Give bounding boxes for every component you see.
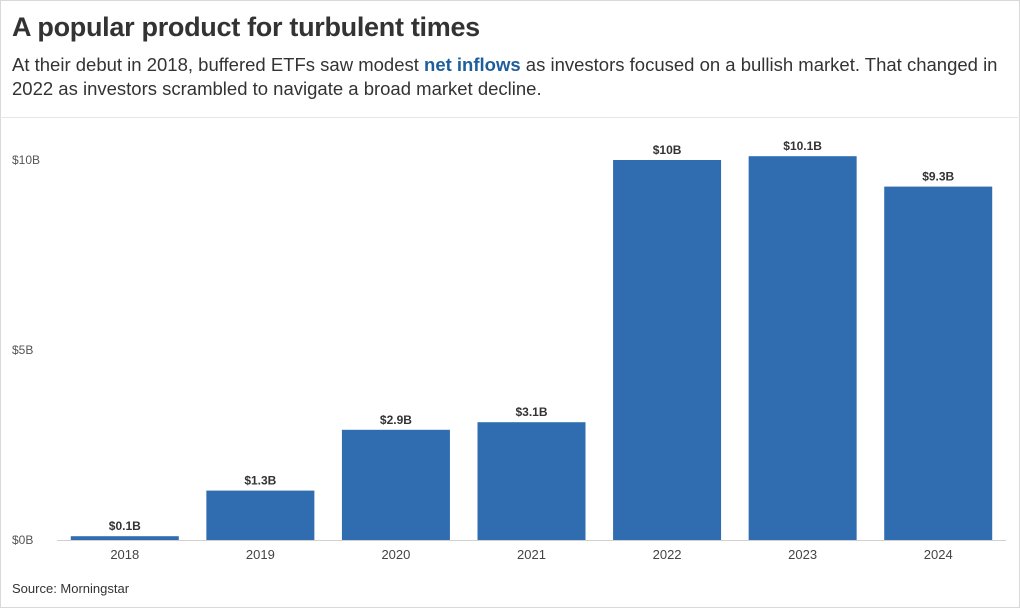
x-tick-label-2022: 2022 — [653, 547, 682, 562]
bar-2024 — [884, 186, 993, 540]
x-tick-label-2021: 2021 — [517, 547, 546, 562]
data-label-2018: $0.1B — [109, 519, 141, 533]
bar-2018 — [70, 536, 179, 540]
x-tick-label-2019: 2019 — [246, 547, 275, 562]
bar-2019 — [206, 490, 315, 540]
x-tick-label-2023: 2023 — [788, 547, 817, 562]
x-tick-label-2020: 2020 — [381, 547, 410, 562]
y-tick-label: $0B — [12, 533, 33, 547]
subtitle-highlight-net-inflows: net inflows — [424, 54, 521, 75]
data-label-2020: $2.9B — [380, 413, 412, 427]
x-tick-label-2018: 2018 — [110, 547, 139, 562]
bar-2022 — [613, 160, 722, 540]
source-note: Source: Morningstar — [12, 581, 130, 596]
chart-title: A popular product for turbulent times — [12, 12, 480, 42]
data-label-2019: $1.3B — [244, 474, 276, 488]
data-label-2023: $10.1B — [783, 139, 822, 153]
y-tick-label: $5B — [12, 343, 33, 357]
bar-2020 — [341, 429, 450, 540]
bar-2021 — [477, 422, 586, 540]
y-tick-label: $10B — [12, 153, 40, 167]
data-label-2024: $9.3B — [922, 170, 954, 184]
bar-chart: $0B $5B $10B $0.1B 2018 $1.3B 2019 $2.9B 2020 $3.… — [12, 139, 1006, 562]
data-label-2022: $10B — [653, 143, 682, 157]
data-label-2021: $3.1B — [515, 405, 547, 419]
subtitle-text-start: At their debut in 2018, buffered ETFs sa… — [12, 54, 425, 75]
bar-2023 — [748, 156, 857, 540]
chart-subtitle: At their debut in 2018, buffered ETFs sa… — [12, 53, 1008, 101]
plot-top-border — [0, 117, 1020, 118]
x-tick-label-2024: 2024 — [924, 547, 953, 562]
subtitle-text-end: as investors focused on a bullish market… — [12, 54, 998, 99]
